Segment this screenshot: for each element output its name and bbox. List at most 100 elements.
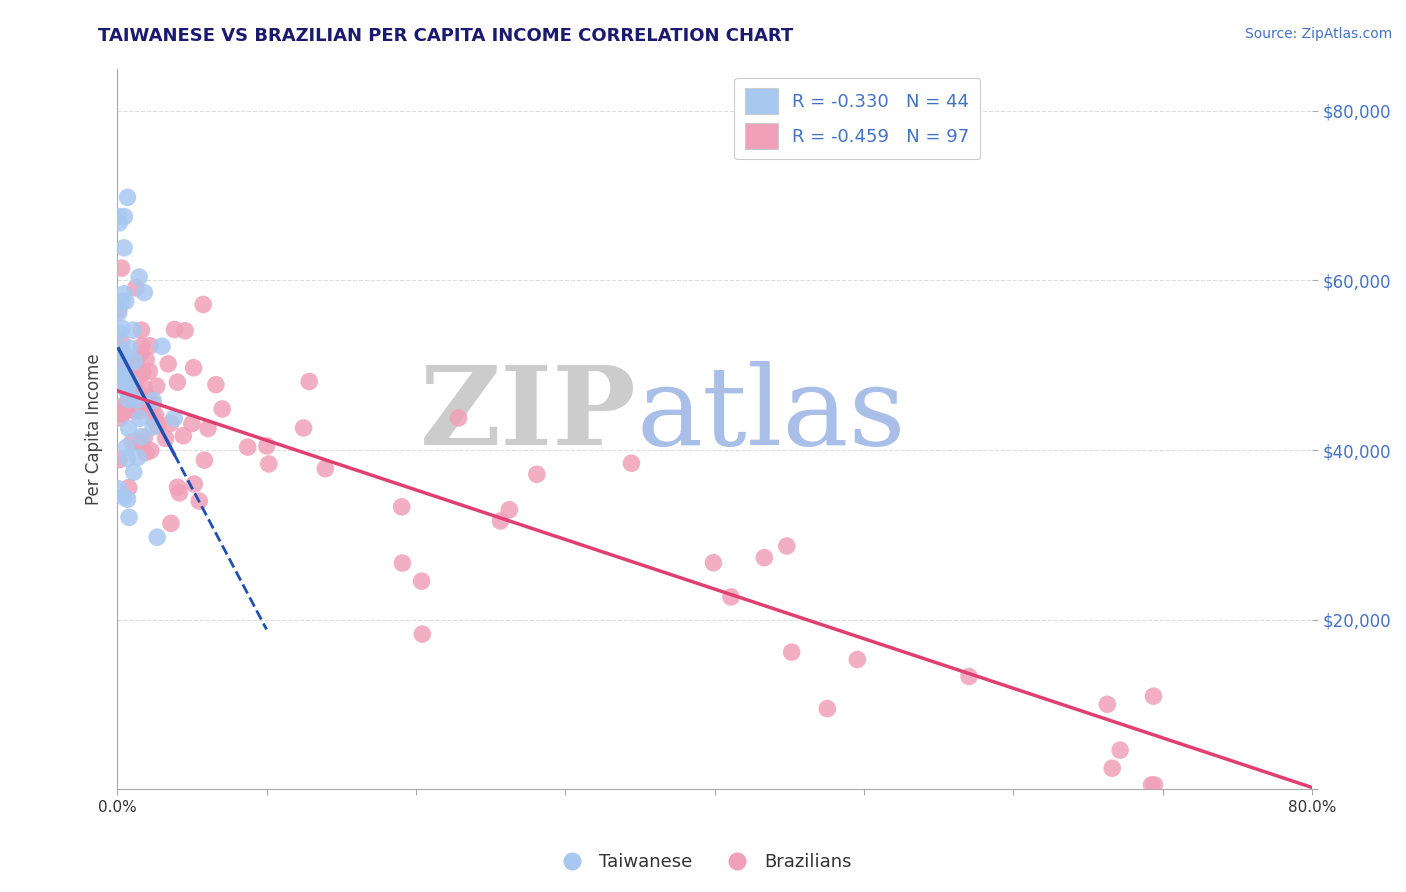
- Point: [111, 343, 134, 358]
- Y-axis label: Per Capita Income: Per Capita Income: [86, 353, 103, 505]
- Point: [125, 382, 148, 396]
- Point: [498, 502, 520, 516]
- Point: [118, 510, 141, 524]
- Point: [183, 360, 205, 375]
- Point: [117, 392, 139, 407]
- Text: Source: ZipAtlas.com: Source: ZipAtlas.com: [1244, 27, 1392, 41]
- Point: [120, 376, 142, 390]
- Legend: Taiwanese, Brazilians: Taiwanese, Brazilians: [547, 847, 859, 879]
- Point: [142, 420, 165, 434]
- Point: [620, 456, 643, 470]
- Point: [118, 481, 141, 495]
- Point: [115, 402, 138, 417]
- Point: [172, 429, 194, 443]
- Point: [391, 500, 413, 514]
- Point: [111, 294, 134, 309]
- Point: [134, 381, 156, 395]
- Point: [193, 453, 215, 467]
- Point: [1143, 778, 1166, 792]
- Point: [128, 411, 150, 425]
- Point: [780, 645, 803, 659]
- Point: [720, 590, 742, 604]
- Point: [121, 434, 143, 449]
- Point: [447, 411, 470, 425]
- Point: [197, 421, 219, 435]
- Point: [136, 399, 159, 413]
- Point: [138, 364, 160, 378]
- Point: [112, 286, 135, 301]
- Point: [205, 377, 228, 392]
- Point: [117, 369, 139, 384]
- Point: [115, 440, 138, 454]
- Point: [526, 467, 548, 482]
- Point: [155, 431, 177, 445]
- Point: [193, 297, 215, 311]
- Point: [122, 388, 145, 402]
- Point: [188, 494, 211, 508]
- Point: [1109, 743, 1132, 757]
- Point: [131, 339, 153, 353]
- Point: [1097, 698, 1119, 712]
- Point: [166, 375, 188, 389]
- Point: [160, 516, 183, 531]
- Point: [111, 321, 134, 335]
- Point: [112, 363, 135, 377]
- Point: [108, 350, 131, 364]
- Point: [122, 384, 145, 399]
- Point: [236, 440, 259, 454]
- Point: [146, 418, 169, 433]
- Point: [115, 374, 138, 388]
- Point: [122, 323, 145, 337]
- Point: [135, 445, 157, 459]
- Point: [107, 326, 129, 340]
- Point: [110, 261, 132, 276]
- Point: [183, 477, 205, 491]
- Legend: R = -0.330   N = 44, R = -0.459   N = 97: R = -0.330 N = 44, R = -0.459 N = 97: [734, 78, 980, 160]
- Point: [174, 324, 197, 338]
- Point: [127, 369, 149, 384]
- Point: [110, 411, 132, 425]
- Point: [146, 418, 169, 433]
- Point: [114, 358, 136, 372]
- Point: [108, 371, 131, 385]
- Point: [115, 383, 138, 397]
- Text: TAIWANESE VS BRAZILIAN PER CAPITA INCOME CORRELATION CHART: TAIWANESE VS BRAZILIAN PER CAPITA INCOME…: [98, 27, 793, 45]
- Point: [131, 430, 153, 444]
- Point: [180, 417, 202, 431]
- Point: [108, 404, 131, 418]
- Point: [112, 406, 135, 420]
- Point: [139, 339, 162, 353]
- Point: [1140, 778, 1163, 792]
- Point: [134, 285, 156, 300]
- Point: [118, 341, 141, 355]
- Point: [411, 574, 433, 589]
- Point: [129, 437, 152, 451]
- Point: [114, 294, 136, 309]
- Point: [163, 411, 186, 425]
- Point: [138, 402, 160, 417]
- Point: [107, 306, 129, 320]
- Point: [132, 365, 155, 379]
- Point: [702, 556, 724, 570]
- Point: [107, 210, 129, 224]
- Point: [122, 354, 145, 368]
- Point: [139, 443, 162, 458]
- Point: [107, 482, 129, 496]
- Point: [142, 393, 165, 408]
- Text: atlas: atlas: [637, 361, 907, 468]
- Point: [163, 322, 186, 336]
- Point: [1101, 761, 1123, 775]
- Point: [112, 490, 135, 504]
- Point: [136, 390, 159, 404]
- Point: [110, 371, 132, 385]
- Point: [125, 281, 148, 295]
- Point: [776, 539, 799, 553]
- Point: [411, 627, 433, 641]
- Point: [143, 413, 166, 427]
- Point: [134, 430, 156, 444]
- Point: [117, 451, 139, 466]
- Point: [135, 352, 157, 367]
- Point: [112, 210, 135, 224]
- Point: [127, 450, 149, 465]
- Point: [122, 465, 145, 479]
